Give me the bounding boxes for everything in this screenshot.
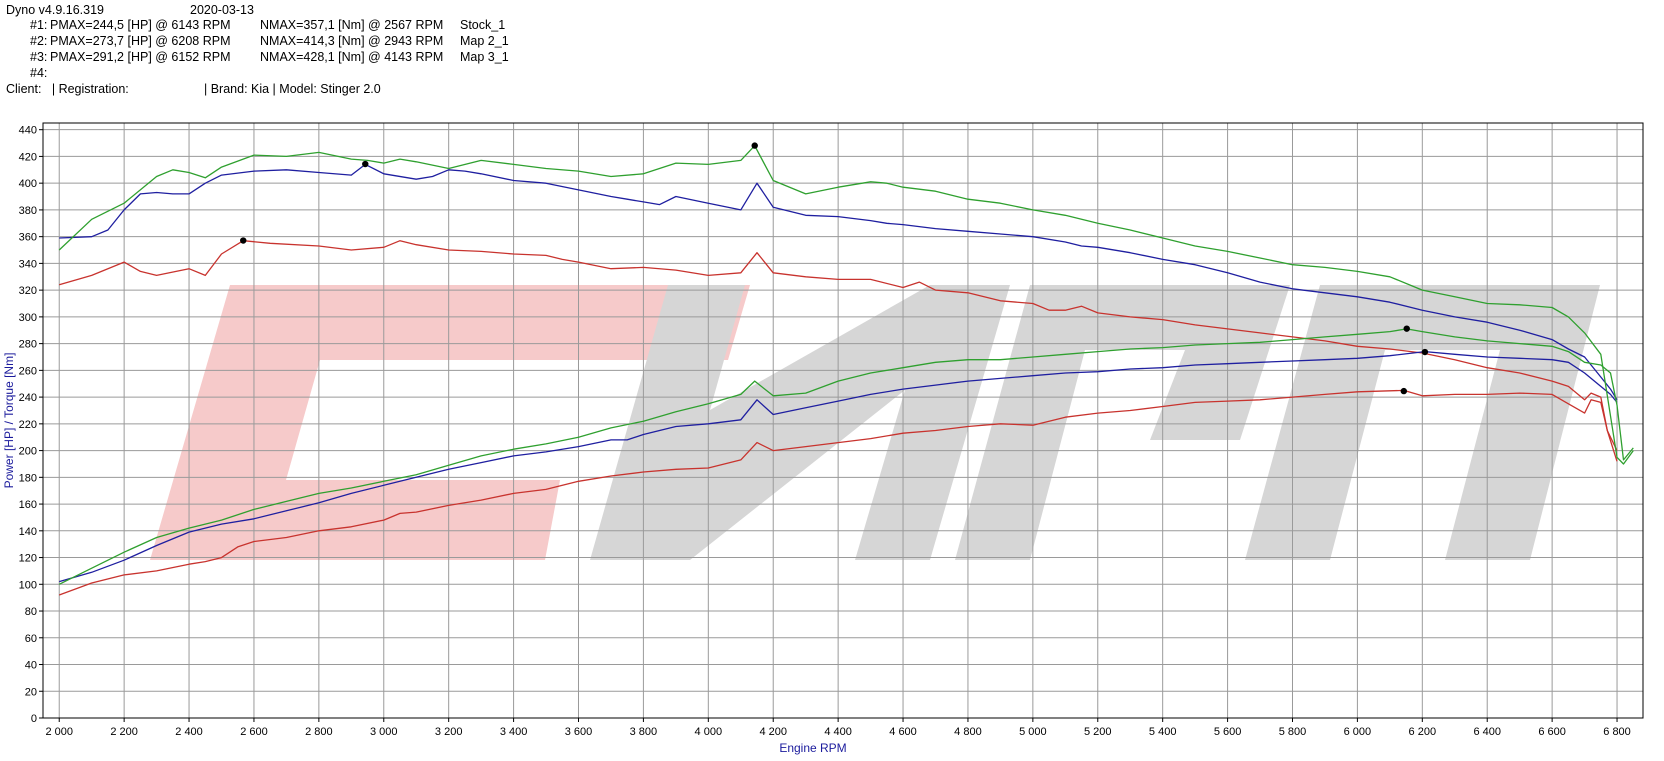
run3-power-line bbox=[58, 328, 1634, 585]
y-tick-label-1: 20 bbox=[25, 686, 37, 698]
dyno-header: Dyno v4.9.16.319 2020-03-13 #1: PMAX=244… bbox=[0, 0, 1664, 100]
y-tick-label-20: 400 bbox=[19, 178, 37, 190]
run-2-name: Map 2_1 bbox=[460, 34, 509, 48]
y-tick-label-11: 220 bbox=[19, 419, 37, 431]
y-tick-label-21: 420 bbox=[19, 151, 37, 163]
run-3-nmax: NMAX=428,1 [Nm] @ 4143 RPM bbox=[260, 50, 444, 64]
y-tick-label-17: 340 bbox=[19, 258, 37, 270]
x-tick-label-14: 4 800 bbox=[954, 726, 982, 738]
x-tick-label-21: 6 200 bbox=[1409, 726, 1437, 738]
x-tick-label-13: 4 600 bbox=[889, 726, 917, 738]
run2-torque-max-marker bbox=[362, 160, 369, 168]
y-tick-label-4: 80 bbox=[25, 606, 37, 618]
watermark-logo bbox=[150, 285, 1600, 560]
plot-frame bbox=[42, 122, 1644, 719]
x-axis-ticks: 2 000 2 200 2 400 2 600 2 800 3 000 3 200 3 400… bbox=[45, 718, 1631, 738]
app-version: Dyno v4.9.16.319 bbox=[6, 3, 104, 17]
y-axis-title: Power [HP] / Torque [Nm] bbox=[2, 353, 16, 489]
y-tick-label-14: 280 bbox=[19, 339, 37, 351]
run2-torque-line bbox=[59, 163, 1618, 401]
x-tick-label-3: 2 600 bbox=[240, 726, 268, 738]
run-2-pmax: PMAX=273,7 [HP] @ 6208 RPM bbox=[50, 34, 231, 48]
y-tick-label-15: 300 bbox=[19, 312, 37, 324]
y-tick-label-19: 380 bbox=[19, 205, 37, 217]
vehicle-info: | Brand: Kia | Model: Stinger 2.0 bbox=[204, 82, 381, 96]
x-tick-label-19: 5 800 bbox=[1279, 726, 1307, 738]
run3-torque-max-marker bbox=[751, 142, 758, 149]
run2-power-max-marker bbox=[1421, 348, 1429, 356]
y-tick-label-0: 0 bbox=[31, 713, 37, 725]
run-1-pmax: PMAX=244,5 [HP] @ 6143 RPM bbox=[50, 18, 231, 32]
run-3-pmax: PMAX=291,2 [HP] @ 6152 RPM bbox=[50, 50, 231, 64]
x-tick-label-2: 2 400 bbox=[175, 726, 203, 738]
run-1-nmax: NMAX=357,1 [Nm] @ 2567 RPM bbox=[260, 18, 444, 32]
x-tick-label-15: 5 000 bbox=[1019, 726, 1047, 738]
run-4-id: #4: bbox=[30, 66, 48, 80]
x-tick-label-9: 3 800 bbox=[630, 726, 658, 738]
watermark-letter-3 bbox=[955, 285, 1290, 560]
client-registration: Client: | Registration: bbox=[6, 82, 129, 96]
x-tick-label-22: 6 400 bbox=[1473, 726, 1501, 738]
x-tick-label-17: 5 400 bbox=[1149, 726, 1177, 738]
y-tick-label-8: 160 bbox=[19, 499, 37, 511]
run3-power-max-marker bbox=[1403, 325, 1410, 332]
x-tick-label-16: 5 200 bbox=[1084, 726, 1112, 738]
run1-power-max-marker bbox=[1400, 387, 1408, 395]
run-2-id: #2: bbox=[30, 34, 48, 48]
x-tick-label-12: 4 400 bbox=[824, 726, 852, 738]
x-tick-label-24: 6 800 bbox=[1603, 726, 1631, 738]
run-3-name: Map 3_1 bbox=[460, 50, 509, 64]
y-tick-label-3: 60 bbox=[25, 633, 37, 645]
y-tick-label-7: 140 bbox=[19, 526, 37, 538]
watermark-letter-2 bbox=[590, 285, 1010, 560]
run-date: 2020-03-13 bbox=[190, 3, 254, 17]
y-tick-label-18: 360 bbox=[19, 232, 37, 244]
run-2-nmax: NMAX=414,3 [Nm] @ 2943 RPM bbox=[260, 34, 444, 48]
chart-grid bbox=[43, 123, 1643, 719]
x-tick-label-23: 6 600 bbox=[1538, 726, 1566, 738]
run3-torque-line bbox=[58, 145, 1634, 465]
watermark-letter-4 bbox=[1245, 285, 1600, 560]
x-tick-label-4: 2 800 bbox=[305, 726, 333, 738]
x-tick-label-6: 3 200 bbox=[435, 726, 463, 738]
x-tick-label-1: 2 200 bbox=[110, 726, 138, 738]
x-tick-label-8: 3 600 bbox=[565, 726, 593, 738]
y-tick-label-12: 240 bbox=[19, 392, 37, 404]
y-tick-label-16: 320 bbox=[19, 285, 37, 297]
y-tick-label-5: 100 bbox=[19, 579, 37, 591]
run1-torque-max-marker bbox=[240, 237, 247, 244]
x-tick-label-18: 5 600 bbox=[1214, 726, 1242, 738]
run-1-name: Stock_1 bbox=[460, 18, 506, 32]
watermark-letter-1 bbox=[150, 285, 750, 560]
y-tick-label-9: 180 bbox=[19, 472, 37, 484]
x-tick-label-20: 6 000 bbox=[1344, 726, 1372, 738]
run-3-id: #3: bbox=[30, 50, 48, 64]
x-tick-label-10: 4 000 bbox=[695, 726, 723, 738]
run-1-id: #1: bbox=[30, 18, 48, 32]
x-axis-title: Engine RPM bbox=[779, 741, 846, 755]
x-tick-label-0: 2 000 bbox=[45, 726, 73, 738]
x-tick-label-11: 4 200 bbox=[759, 726, 787, 738]
chart-markers bbox=[240, 142, 1429, 395]
y-tick-label-6: 120 bbox=[19, 553, 37, 565]
x-tick-label-5: 3 000 bbox=[370, 726, 398, 738]
run1-power-line bbox=[58, 389, 1618, 596]
x-tick-label-7: 3 400 bbox=[500, 726, 528, 738]
y-axis-ticks: 0 20 40 60 80 100 120 140 160 180 200 220 240 260 280 3… bbox=[19, 125, 43, 725]
y-tick-label-13: 260 bbox=[19, 365, 37, 377]
y-tick-label-22: 440 bbox=[19, 125, 37, 137]
y-tick-label-10: 200 bbox=[19, 446, 37, 458]
y-tick-label-2: 40 bbox=[25, 660, 37, 672]
